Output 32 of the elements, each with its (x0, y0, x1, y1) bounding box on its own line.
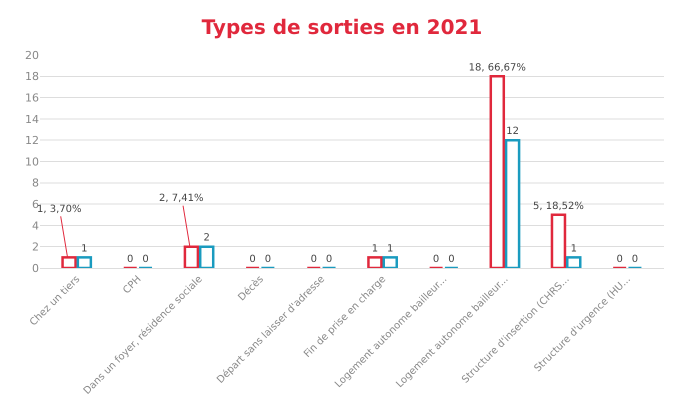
data-label: 1, 3,70% (37, 204, 82, 215)
y-tick-label: 20 (25, 48, 39, 62)
y-tick-label: 6 (32, 198, 39, 211)
data-label: 1 (570, 243, 577, 254)
y-tick-label: 18 (25, 70, 39, 84)
data-label: 0 (127, 254, 134, 265)
chart-title: Types de sorties en 2021 (202, 15, 482, 40)
data-label: 2, 7,41% (159, 193, 204, 204)
data-label: 0 (326, 254, 332, 265)
y-tick-label: 10 (25, 155, 39, 168)
data-label: 5, 18,52% (533, 200, 584, 212)
data-label: 12 (506, 126, 519, 138)
y-tick-label: 14 (25, 112, 39, 126)
data-label: 18, 66,67% (468, 62, 526, 74)
data-label: 0 (142, 254, 149, 265)
data-label: 0 (616, 254, 623, 265)
y-tick-label: 4 (32, 219, 39, 232)
data-label: 1 (372, 243, 378, 254)
data-label: 0 (264, 254, 272, 265)
y-tick-label: 8 (32, 176, 39, 190)
data-label: 1 (81, 243, 88, 254)
y-tick-label: 16 (25, 91, 39, 104)
y-tick-label: 12 (25, 134, 39, 148)
y-tick-label: 0 (32, 262, 39, 275)
data-label: 1 (387, 243, 394, 254)
data-label: 0 (432, 254, 440, 265)
data-label: 2 (204, 232, 210, 244)
data-label: 0 (448, 254, 455, 265)
data-label: 0 (249, 254, 256, 265)
data-label: 0 (310, 254, 317, 265)
data-label: 0 (632, 254, 638, 265)
y-tick-label: 2 (32, 240, 39, 254)
